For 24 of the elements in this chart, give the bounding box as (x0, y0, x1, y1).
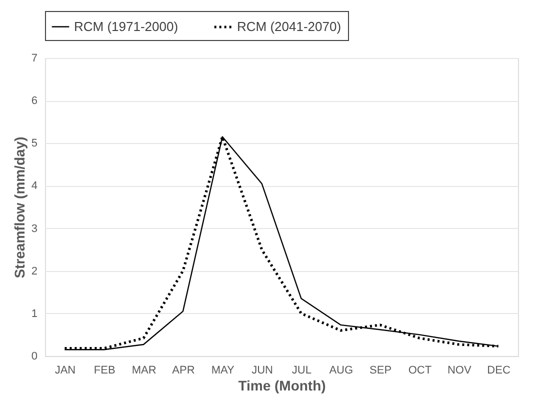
x-tick-label: FEB (94, 364, 116, 376)
x-tick-label: MAR (132, 364, 156, 376)
legend-label: RCM (2041-2070) (237, 19, 342, 34)
y-tick-label: 7 (31, 52, 38, 64)
x-tick-label: AUG (329, 364, 354, 376)
y-tick-label: 6 (31, 95, 38, 108)
x-axis-title: Time (Month) (238, 378, 326, 394)
x-tick-label: APR (172, 364, 195, 376)
x-tick-label: OCT (408, 364, 432, 376)
y-tick-label: 3 (31, 222, 38, 235)
x-tick-label: JUN (252, 364, 274, 376)
y-tick-label: 0 (31, 350, 38, 362)
x-tick-label: NOV (447, 364, 472, 376)
x-tick-label: JAN (54, 364, 76, 376)
y-tick-label: 1 (31, 308, 38, 320)
x-tick-label: JUL (292, 364, 312, 376)
x-tick-label: SEP (370, 364, 392, 376)
y-tick-label: 4 (31, 180, 38, 192)
legend-label: RCM (1971-2000) (74, 18, 178, 34)
y-tick-label: 5 (31, 138, 38, 150)
x-tick-label: DEC (487, 364, 510, 376)
y-tick-label: 2 (31, 265, 38, 278)
y-axis-title: Streamflow (mm/day) (11, 136, 28, 278)
x-tick-label: MAY (211, 364, 236, 376)
